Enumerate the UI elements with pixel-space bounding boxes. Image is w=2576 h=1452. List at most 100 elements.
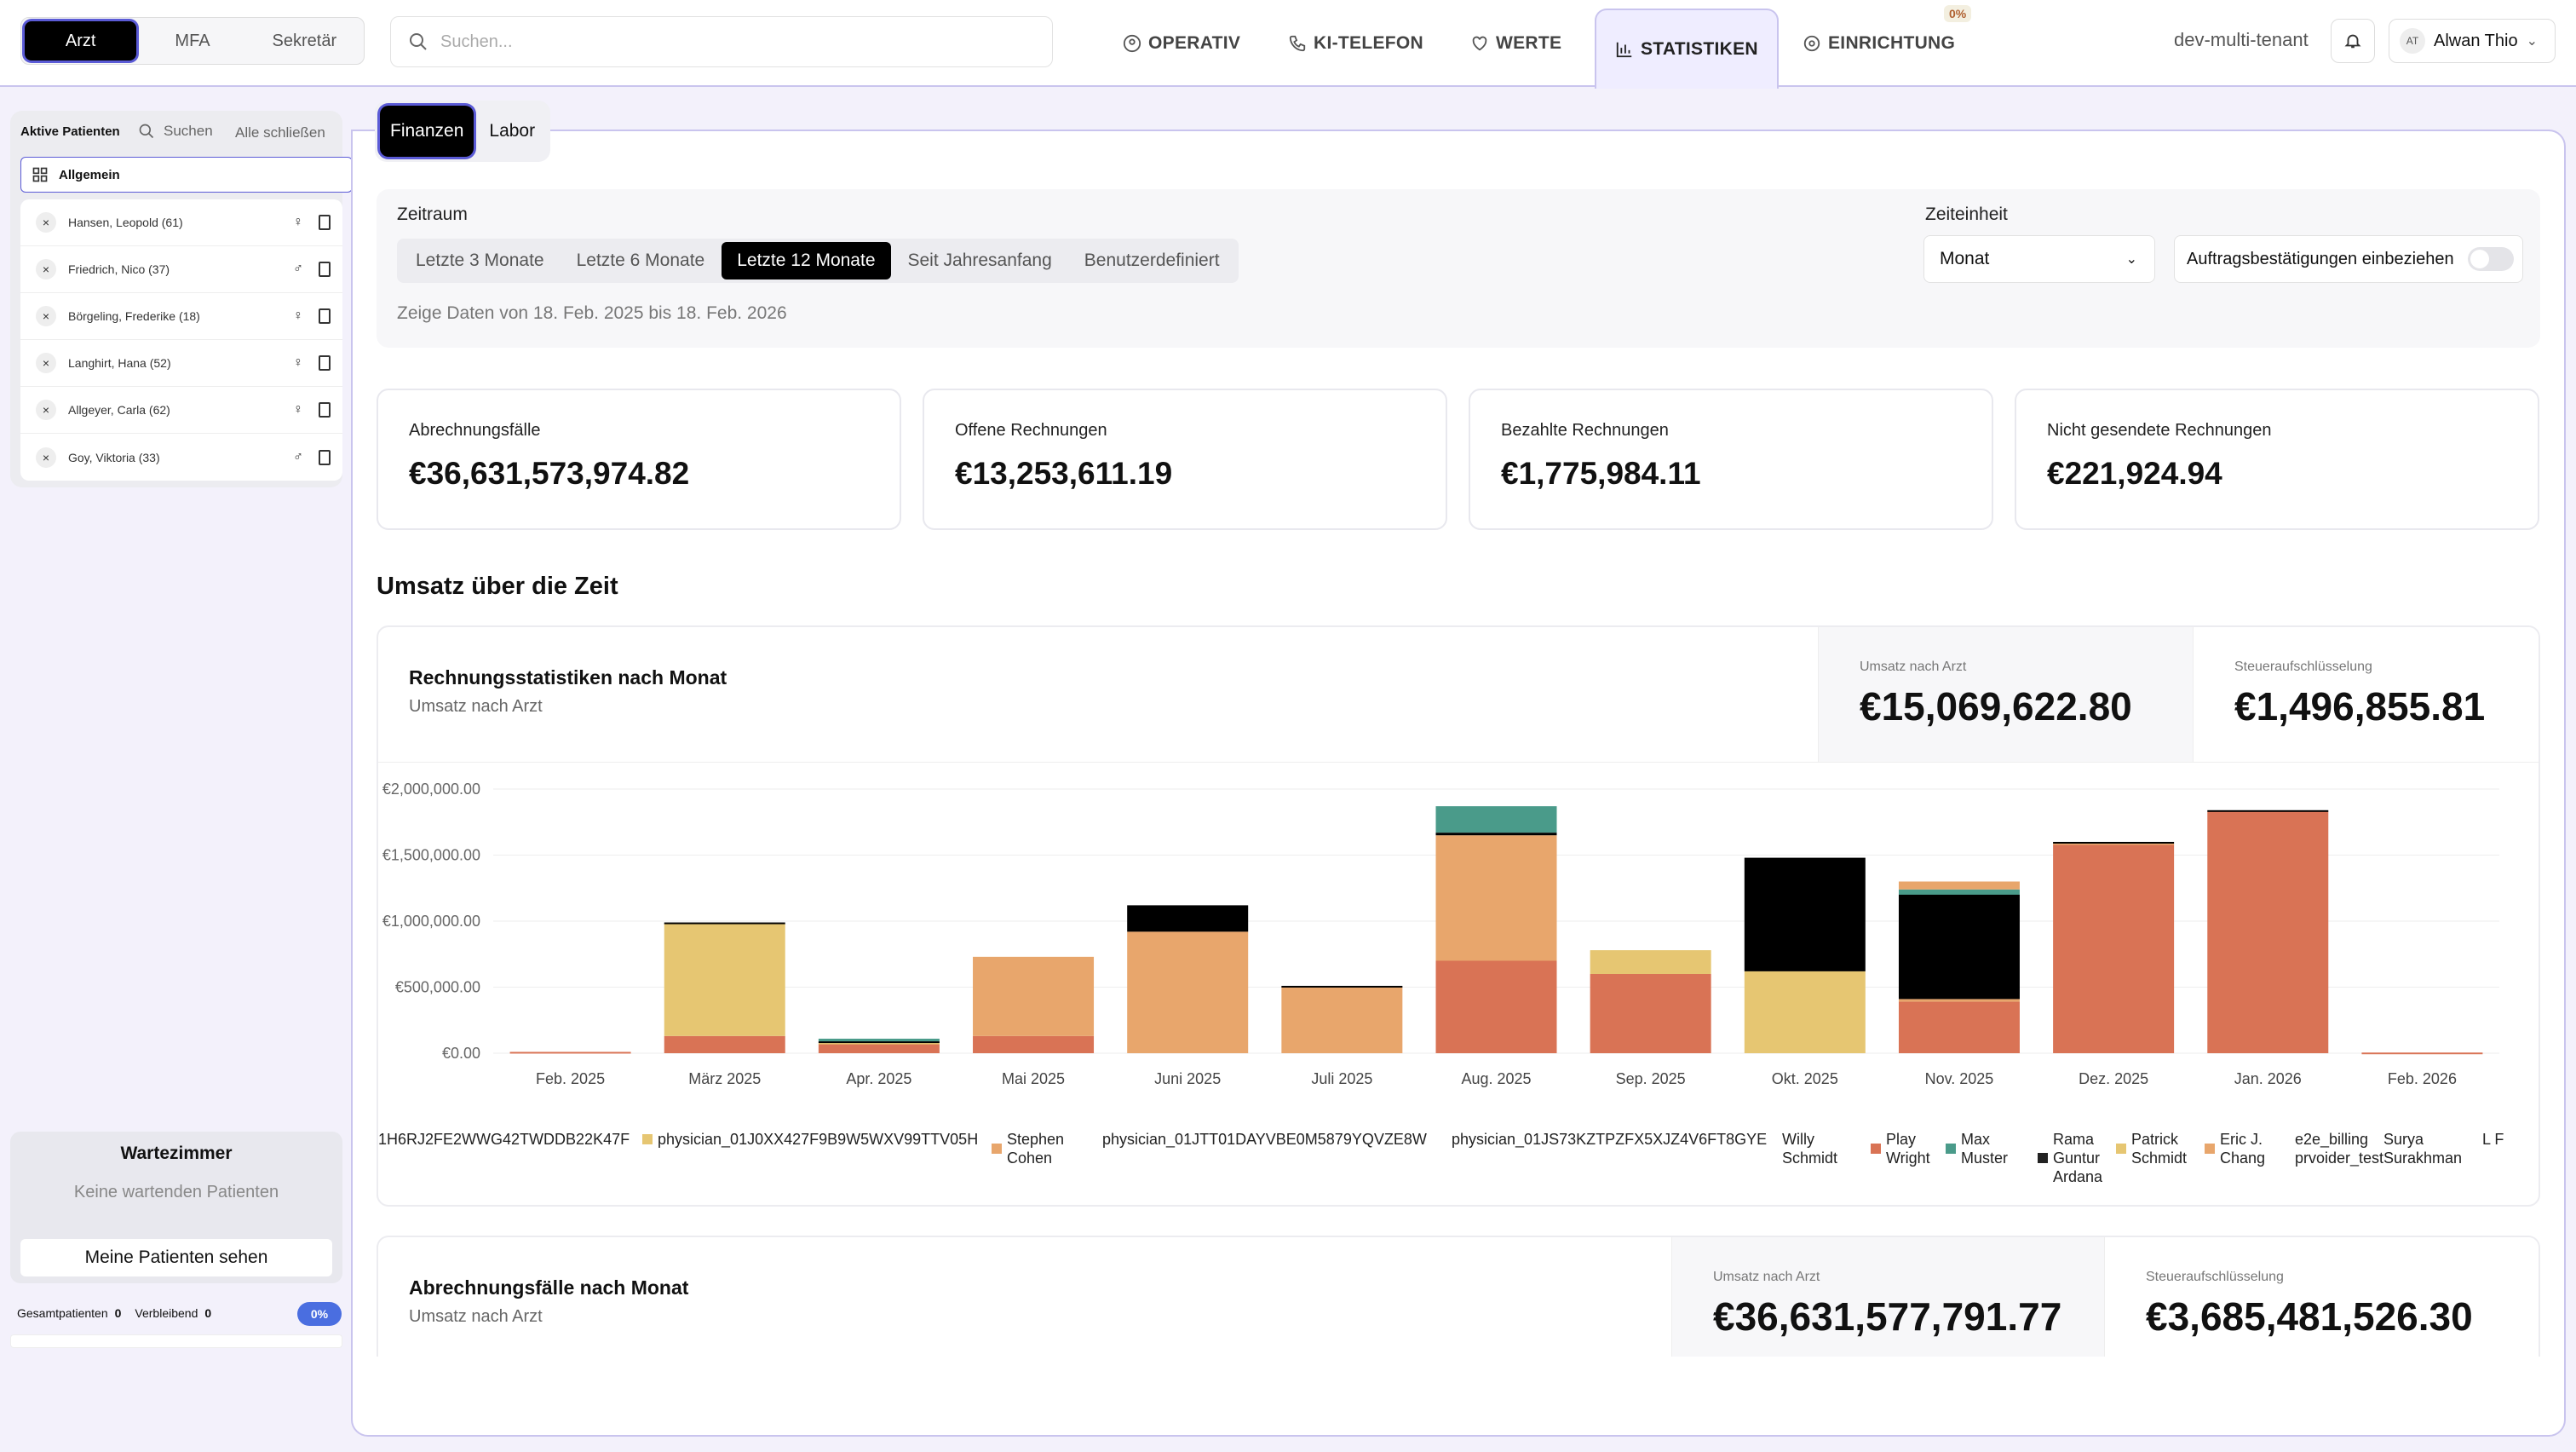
legend-item[interactable]: Stephen Cohen [992, 1130, 1067, 1167]
legend-item[interactable]: physician_01J0XX427F9B9W5WXV99TTV05H [642, 1130, 978, 1149]
bar-segment[interactable] [2053, 844, 2175, 1053]
notifications-button[interactable] [2331, 19, 2375, 63]
unit-select[interactable]: Monat ⌄ [1923, 235, 2155, 283]
bar-segment[interactable] [509, 1052, 631, 1054]
bar-segment[interactable] [664, 924, 785, 1036]
user-menu[interactable]: AT Alwan Thio ⌄ [2389, 19, 2556, 63]
bar-segment[interactable] [2053, 842, 2175, 844]
clipboard-icon[interactable] [319, 449, 331, 465]
legend-item[interactable]: Patrick Schmidt [2116, 1130, 2205, 1167]
bar-segment[interactable] [2361, 1052, 2483, 1055]
kpi-card[interactable]: Abrechnungsfälle €36,631,573,974.82 [377, 389, 901, 530]
bar-segment[interactable] [664, 922, 785, 925]
bar-segment[interactable] [1744, 857, 1866, 971]
role-sekretaer[interactable]: Sekretär [272, 31, 337, 50]
legend-item[interactable]: Play Wright [1871, 1130, 1959, 1167]
nav-ki-telefon[interactable]: KI-TELEFON [1288, 0, 1423, 87]
close-all-button[interactable]: Alle schließen [235, 124, 325, 141]
bar-segment[interactable] [1435, 835, 1557, 961]
legend-item[interactable]: 01H6RJ2FE2WWG42TWDDB22K47F [378, 1130, 630, 1149]
bar-segment[interactable] [973, 1035, 1095, 1053]
clipboard-icon[interactable] [319, 308, 331, 324]
patient-row[interactable]: × Börgeling, Frederike (18) ♀ [20, 293, 342, 340]
bar-segment[interactable] [2207, 811, 2329, 1053]
bar-segment[interactable] [818, 1044, 940, 1053]
role-arzt[interactable]: Arzt [25, 21, 137, 60]
period-option[interactable]: Benutzerdefiniert [1084, 251, 1220, 270]
bar-segment[interactable] [818, 1041, 940, 1044]
kpi-card[interactable]: Offene Rechnungen €13,253,611.19 [923, 389, 1447, 530]
patient-search-button[interactable]: Suchen [138, 123, 213, 140]
period-option[interactable]: Letzte 3 Monate [416, 251, 544, 270]
close-icon[interactable]: × [36, 400, 56, 420]
bar-segment[interactable] [1590, 974, 1711, 1053]
bar-segment[interactable] [1435, 806, 1557, 833]
include-orders-toggle[interactable]: Auftragsbestätigungen einbeziehen [2174, 235, 2523, 283]
bar-segment[interactable] [1127, 905, 1249, 932]
clipboard-icon[interactable] [319, 355, 331, 371]
bar-segment[interactable] [1281, 985, 1403, 988]
period-option[interactable]: Seit Jahresanfang [907, 251, 1052, 270]
close-icon[interactable]: × [36, 447, 56, 468]
kpi-card[interactable]: Nicht gesendete Rechnungen €221,924.94 [2015, 389, 2539, 530]
bar-segment[interactable] [1898, 889, 2020, 895]
legend-item[interactable]: Rama Guntur Ardana [2038, 1130, 2126, 1186]
kpi-label: Bezahlte Rechnungen [1501, 421, 1669, 440]
nav-werte[interactable]: WERTE [1470, 0, 1561, 87]
nav-operativ[interactable]: OPERATIV [1123, 0, 1240, 87]
legend-item[interactable]: e2e_billing prvoider_test [2295, 1130, 2383, 1167]
legend-item[interactable]: Surya Surakhman [2383, 1130, 2462, 1167]
legend-item[interactable]: L F [2482, 1130, 2539, 1149]
bar-segment[interactable] [2207, 810, 2329, 812]
user-circle-icon [1123, 34, 1141, 53]
role-mfa[interactable]: MFA [175, 31, 210, 50]
period-option-active[interactable]: Letzte 12 Monate [722, 242, 891, 279]
patient-row[interactable]: × Hansen, Leopold (61) ♀ [20, 199, 342, 246]
filter-panel: Zeitraum Letzte 3 Monate Letzte 6 Monate… [377, 189, 2540, 348]
tab-finanzen[interactable]: Finanzen [380, 106, 474, 157]
close-icon[interactable]: × [36, 306, 56, 326]
bar-segment[interactable] [664, 1035, 785, 1053]
clipboard-icon[interactable] [319, 262, 331, 277]
patient-row[interactable]: × Langhirt, Hana (52) ♀ [20, 340, 342, 387]
bar-segment[interactable] [1435, 960, 1557, 1054]
bar-segment[interactable] [1898, 895, 2020, 1000]
bar-segment[interactable] [1898, 881, 2020, 890]
legend-item[interactable]: Willy Schmidt [1782, 1130, 1855, 1167]
legend-item[interactable]: Max Muster [1946, 1130, 2034, 1167]
patient-row[interactable]: × Friedrich, Nico (37) ♂ [20, 246, 342, 293]
metric-tax: Steueraufschlüsselung €3,685,481,526.30 [2104, 1237, 2539, 1357]
clipboard-icon[interactable] [319, 402, 331, 418]
bar-segment[interactable] [2053, 843, 2175, 845]
tenant-name[interactable]: dev-multi-tenant [2174, 29, 2309, 50]
bar-segment[interactable] [1281, 987, 1403, 1054]
search-input[interactable]: Suchen... [390, 16, 1053, 67]
close-icon[interactable]: × [36, 353, 56, 373]
kpi-card[interactable]: Bezahlte Rechnungen €1,775,984.11 [1469, 389, 1993, 530]
nav-statistiken[interactable]: STATISTIKEN [1595, 9, 1779, 89]
nav-einrichtung[interactable]: EINRICHTUNG [1803, 0, 1955, 87]
patient-row[interactable]: × Goy, Viktoria (33) ♂ [20, 434, 342, 481]
tab-labor[interactable]: Labor [489, 121, 536, 141]
clipboard-icon[interactable] [319, 215, 331, 230]
legend-item[interactable]: physician_01JS73KZTPZFX5XJZ4V6FT8GYE [1452, 1130, 1767, 1149]
card-title: Abrechnungsfälle nach Monat [409, 1276, 689, 1299]
legend-item[interactable]: Eric J. Chang [2205, 1130, 2293, 1167]
bar-segment[interactable] [1744, 971, 1866, 1053]
period-option[interactable]: Letzte 6 Monate [576, 251, 705, 270]
close-icon[interactable]: × [36, 212, 56, 233]
bar-segment[interactable] [1127, 931, 1249, 1053]
bar-segment[interactable] [1898, 999, 2020, 1002]
bar-segment[interactable] [1435, 833, 1557, 836]
group-allgemein[interactable]: Allgemein [20, 157, 353, 193]
bar-segment[interactable] [818, 1042, 940, 1045]
bar-segment[interactable] [973, 956, 1095, 1036]
my-patients-button[interactable]: Meine Patienten sehen [20, 1239, 332, 1276]
legend-item[interactable]: physician_01JTT01DAYVBE0M5879YQVZE8W [1102, 1130, 1427, 1149]
bar-segment[interactable] [1590, 950, 1711, 974]
close-icon[interactable]: × [36, 259, 56, 279]
patient-row[interactable]: × Allgeyer, Carla (62) ♀ [20, 387, 342, 434]
bar-segment[interactable] [1898, 1001, 2020, 1053]
bar-segment[interactable] [818, 1038, 940, 1042]
toggle-switch[interactable] [2467, 247, 2514, 271]
